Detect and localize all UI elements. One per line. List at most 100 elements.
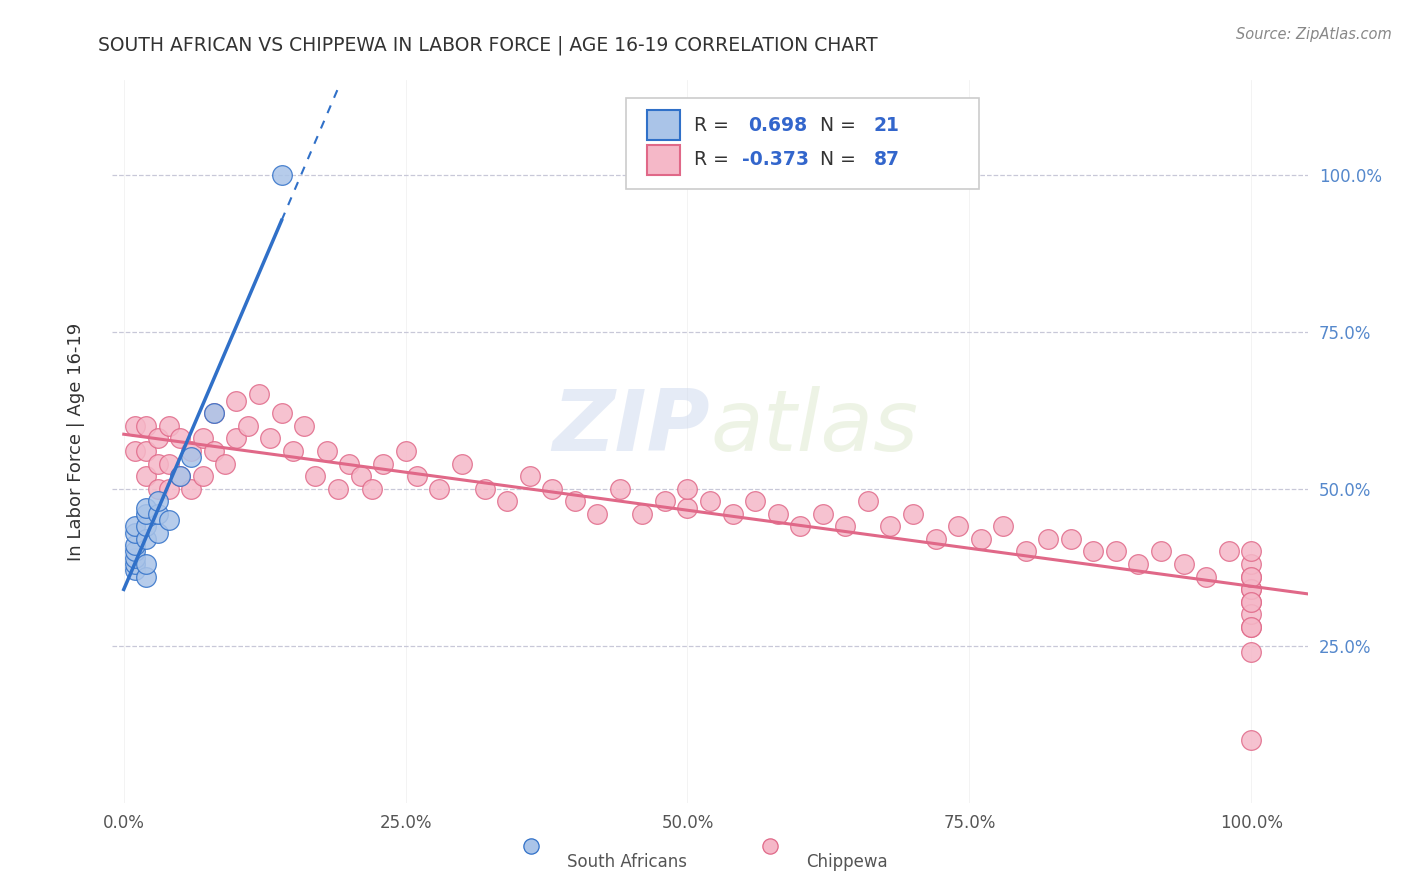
Point <box>856 494 879 508</box>
Point <box>1060 532 1083 546</box>
Point <box>1240 569 1263 583</box>
Point <box>631 507 654 521</box>
Y-axis label: In Labor Force | Age 16-19: In Labor Force | Age 16-19 <box>66 322 84 561</box>
Point <box>744 494 766 508</box>
Point <box>157 457 180 471</box>
Text: N =: N = <box>820 150 862 169</box>
Point <box>496 494 519 508</box>
Point <box>214 457 236 471</box>
Point <box>326 482 349 496</box>
Point <box>1240 595 1263 609</box>
Point <box>180 482 202 496</box>
Point <box>124 544 146 558</box>
Point <box>1240 620 1263 634</box>
Point <box>451 457 474 471</box>
Point <box>609 482 631 496</box>
Point <box>270 168 292 182</box>
Point <box>146 525 169 540</box>
Point <box>1038 532 1060 546</box>
Text: 0.698: 0.698 <box>748 116 807 135</box>
Point <box>721 507 744 521</box>
Text: 21: 21 <box>873 116 900 135</box>
Point <box>1240 607 1263 622</box>
Point <box>169 469 191 483</box>
Point <box>135 532 157 546</box>
Point <box>519 469 541 483</box>
Point <box>202 444 225 458</box>
Point <box>541 482 564 496</box>
Text: R =: R = <box>695 150 735 169</box>
Point <box>146 457 169 471</box>
Point <box>157 482 180 496</box>
Point <box>146 431 169 445</box>
Point <box>146 507 169 521</box>
Point <box>1150 544 1173 558</box>
Point <box>789 519 811 533</box>
Point <box>157 513 180 527</box>
Point <box>124 418 146 433</box>
Point <box>135 519 157 533</box>
Point <box>259 431 281 445</box>
Point <box>191 469 214 483</box>
Text: -0.373: -0.373 <box>742 150 810 169</box>
Point <box>429 482 451 496</box>
Point <box>394 444 416 458</box>
Point <box>901 507 924 521</box>
Point <box>337 457 360 471</box>
Point <box>924 532 946 546</box>
Point <box>586 507 609 521</box>
Point <box>349 469 371 483</box>
Point <box>292 418 315 433</box>
Text: 87: 87 <box>873 150 900 169</box>
Point <box>124 550 146 565</box>
Point <box>315 444 337 458</box>
Point <box>202 406 225 420</box>
Point <box>180 450 202 465</box>
Point <box>236 418 259 433</box>
Point <box>834 519 856 533</box>
Point <box>135 469 157 483</box>
Point <box>146 494 169 508</box>
Point <box>124 557 146 571</box>
Point <box>135 418 157 433</box>
Point <box>1218 544 1240 558</box>
Point <box>1240 544 1263 558</box>
Point <box>247 387 270 401</box>
Point <box>360 482 382 496</box>
Point <box>202 406 225 420</box>
Point <box>157 418 180 433</box>
Point <box>281 444 304 458</box>
Point <box>1083 544 1105 558</box>
Point <box>1240 733 1263 747</box>
Point <box>1128 557 1150 571</box>
Point <box>225 431 247 445</box>
Point <box>1240 620 1263 634</box>
Point <box>811 507 834 521</box>
Point <box>879 519 901 533</box>
Point <box>135 507 157 521</box>
Point <box>135 569 157 583</box>
Point <box>699 494 721 508</box>
Point <box>991 519 1014 533</box>
Text: South Africans: South Africans <box>567 854 686 871</box>
Text: Source: ZipAtlas.com: Source: ZipAtlas.com <box>1236 27 1392 42</box>
Point <box>969 532 991 546</box>
Text: atlas: atlas <box>710 385 918 468</box>
Point <box>1240 645 1263 659</box>
Point <box>135 444 157 458</box>
Point <box>146 482 169 496</box>
Point <box>124 525 146 540</box>
Point <box>1015 544 1038 558</box>
Point <box>766 507 789 521</box>
Point <box>371 457 394 471</box>
Point <box>124 563 146 577</box>
FancyBboxPatch shape <box>647 110 681 140</box>
Point <box>135 500 157 515</box>
Point <box>304 469 326 483</box>
Text: ZIP: ZIP <box>553 385 710 468</box>
Point <box>180 444 202 458</box>
Point <box>654 494 676 508</box>
Point <box>1173 557 1195 571</box>
Text: N =: N = <box>820 116 862 135</box>
Point <box>1105 544 1128 558</box>
